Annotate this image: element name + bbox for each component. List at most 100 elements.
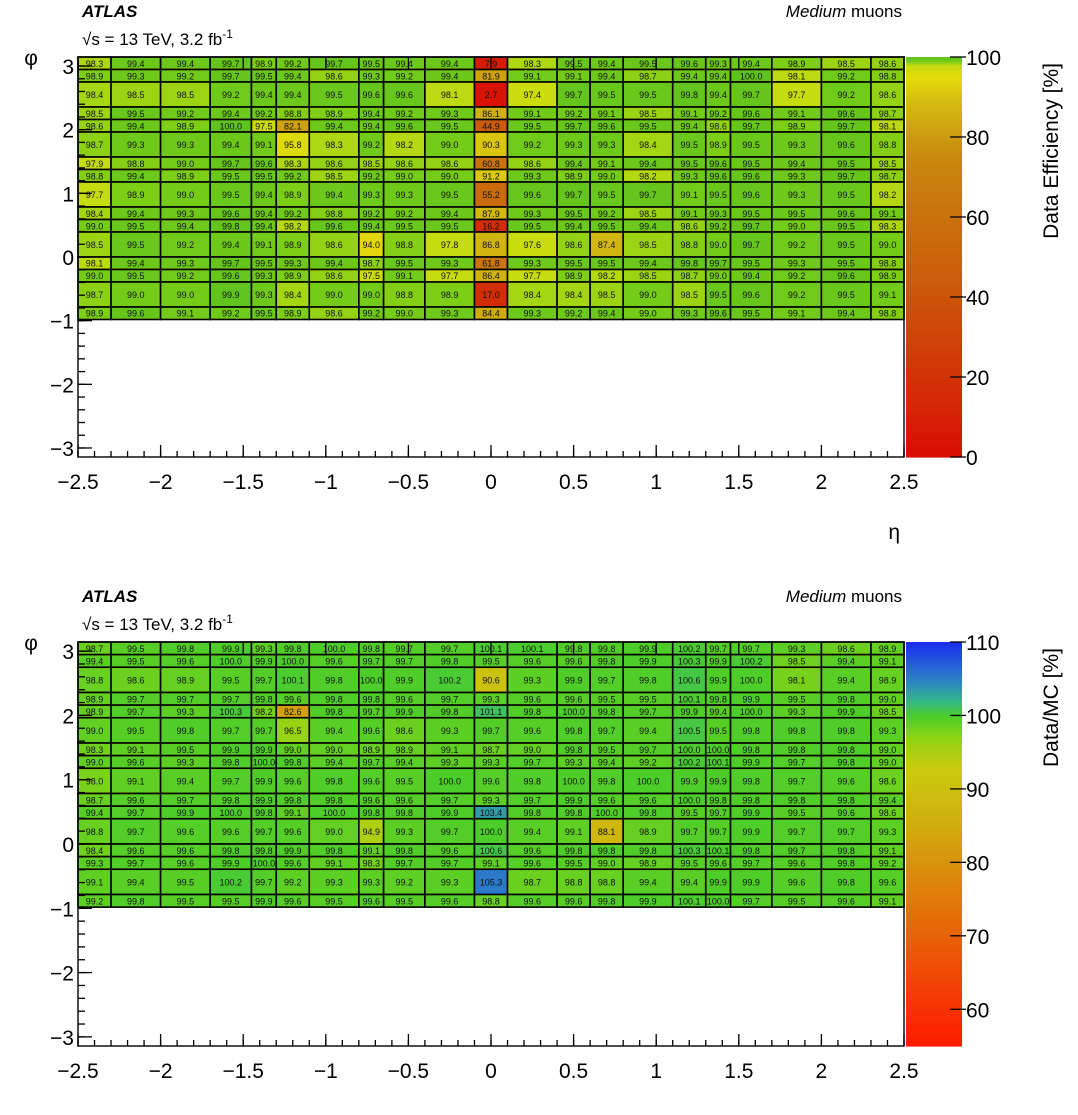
colorbar-strip [906, 777, 962, 780]
cell-value-label: 99.4 [598, 309, 616, 319]
cell-value-label: 98.6 [837, 644, 855, 654]
heatmap-cell: 98.5 [77, 106, 112, 121]
cell-value-label: 98.8 [396, 290, 414, 300]
heatmap-cell: 99.4 [275, 81, 311, 108]
colorbar-strip [906, 783, 962, 787]
heatmap-cell-fill [705, 654, 731, 668]
cell-value-label: 99.6 [362, 726, 380, 736]
heatmap-cell: 99.6 [820, 805, 872, 820]
colorbar-strip [906, 121, 962, 124]
cell-value-label: 98.8 [86, 675, 104, 685]
cell-value-label: 99.3 [396, 190, 414, 200]
heatmap-cell-fill [309, 219, 359, 232]
cell-value-label: 99.9 [222, 290, 240, 300]
cell-value-label: 98.7 [86, 140, 104, 150]
heatmap-cell-fill [474, 806, 508, 819]
cell-value-label: 99.7 [362, 707, 380, 717]
heatmap-cell-fill [672, 755, 706, 769]
cell-value-label: 99.7 [639, 745, 657, 755]
cell-value-label: 99.8 [837, 795, 855, 805]
colorbar-strip [906, 113, 962, 116]
heatmap-cell-fill [557, 717, 591, 743]
heatmap-cell: 99.7 [729, 118, 773, 133]
heatmap-cell: 99.5 [424, 118, 476, 133]
heatmap-cell: 99.4 [556, 218, 591, 233]
heatmap-cell: 99.7 [473, 716, 509, 744]
heatmap-cell-fill [590, 642, 624, 655]
heatmap-cell: 99.7 [358, 704, 385, 719]
heatmap-cell: 99.9 [704, 666, 732, 694]
heatmap-cell-fill [705, 705, 731, 718]
heatmap-cell-fill [623, 717, 673, 743]
y-tick-label: 3 [62, 641, 74, 664]
x-tick-label: 2.5 [889, 471, 918, 494]
colorbar-strip [906, 763, 962, 766]
x-tick-label: −1 [314, 1060, 338, 1083]
colorbar-strip [906, 1003, 962, 1007]
cell-value-label: 99.9 [742, 827, 760, 837]
heatmap-cell: 99.2 [382, 106, 426, 121]
heatmap-cell-fill [771, 717, 822, 743]
heatmap-cell: 99.4 [589, 306, 624, 321]
heatmap-cell-fill [623, 642, 673, 655]
heatmap-cell: 99.6 [704, 156, 732, 171]
cell-value-label: 97.5 [255, 121, 273, 131]
cell-value-label: 98.9 [709, 140, 727, 150]
heatmap-cell: 98.7 [77, 641, 112, 656]
cell-value-label: 99.3 [362, 877, 380, 887]
cell-value-label: 99.4 [127, 59, 145, 69]
colorbar-strip [906, 686, 962, 690]
heatmap-cell: 98.9 [159, 118, 211, 133]
heatmap-cell: 99.6 [820, 893, 872, 908]
cell-value-label: 100.0 [220, 121, 243, 131]
heatmap-cell: 99.7 [622, 181, 674, 208]
heatmap-cell-fill [383, 182, 425, 207]
heatmap-cell: 99.7 [110, 704, 162, 719]
heatmap-cell-fill [474, 755, 508, 769]
cell-value-label: 99.0 [879, 694, 897, 704]
colorbar-strip [906, 692, 962, 696]
chart-panel-2: 98.7 99.5 99.8 99.9 99.3 99.8 100.0 99.8 99.7 99.… [24, 587, 1063, 1115]
colorbar-strip [906, 295, 962, 298]
cell-value-label: 99.7 [255, 726, 273, 736]
x-tick-label: 0.5 [559, 471, 588, 494]
heatmap-cell: 99.7 [704, 641, 732, 656]
cell-value-label: 98.2 [396, 140, 414, 150]
cell-value-label: 99.8 [325, 675, 343, 685]
heatmap-cell: 99.3 [424, 868, 476, 896]
cell-value-label: 99.3 [680, 171, 698, 181]
heatmap-cell-fill [771, 667, 822, 693]
cell-value-label: 99.3 [177, 707, 195, 717]
heatmap-cell-fill [309, 743, 359, 756]
colorbar-strip [906, 1009, 962, 1013]
heatmap-cell-fill [557, 119, 591, 132]
colorbar-strip [906, 682, 962, 686]
cell-value-label: 99.2 [255, 109, 273, 119]
heatmap-cell: 99.2 [209, 306, 253, 321]
heatmap-cell: 99.7 [729, 855, 773, 871]
heatmap-cell: 99.4 [110, 56, 162, 71]
heatmap-cell-fill [557, 107, 591, 120]
colorbar-strip [906, 730, 962, 734]
heatmap-cell: 99.4 [308, 754, 360, 770]
heatmap-cell: 99.5 [159, 893, 211, 908]
heatmap-cell-fill [730, 82, 772, 107]
cell-value-label: 99.7 [127, 707, 145, 717]
heatmap-cell: 99.5 [209, 893, 253, 908]
heatmap-cell: 97.8 [424, 231, 476, 258]
heatmap-cell-fill [771, 844, 822, 857]
colorbar-strip [906, 987, 962, 991]
cell-value-label: 99.3 [127, 140, 145, 150]
cell-value-label: 99.3 [482, 694, 500, 704]
heatmap-cell: 100.0 [589, 805, 624, 820]
heatmap-cell-fill [210, 818, 252, 844]
cell-value-label: 99.1 [680, 209, 698, 219]
cell-value-label: 99.8 [837, 745, 855, 755]
colorbar-strip [906, 644, 962, 647]
cell-value-label: 98.7 [86, 644, 104, 654]
heatmap-cell-fill [251, 768, 277, 794]
heatmap-cell: 99.7 [110, 855, 162, 871]
colorbar-strip [906, 95, 962, 98]
heatmap-cell-fill [730, 282, 772, 307]
cell-value-label: 99.5 [255, 309, 273, 319]
